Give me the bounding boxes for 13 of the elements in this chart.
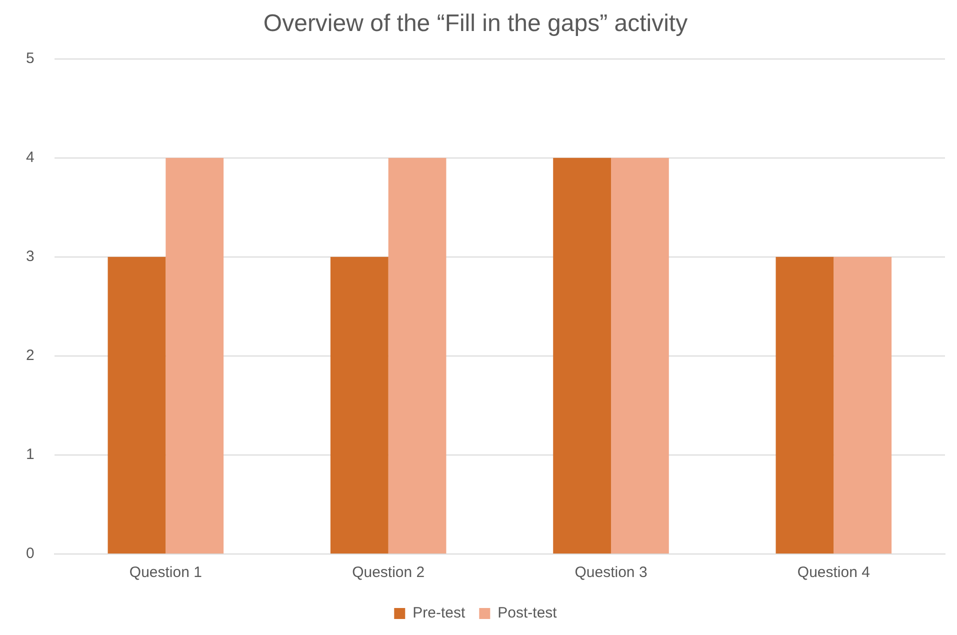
legend-label: Pre-test [412,604,466,622]
x-tick-label: Question 1 [129,564,202,582]
y-tick-label: 1 [26,446,34,464]
y-tick-label: 0 [26,545,34,562]
x-tick-label: Question 2 [352,564,425,582]
chart-title: Overview of the “Fill in the gaps” activity [263,10,688,38]
x-tick-label: Question 3 [574,564,648,582]
x-tick-label: Question 4 [797,564,870,582]
y-tick-label: 2 [26,347,34,364]
legend-label: Post-test [498,604,558,622]
y-tick-label: 4 [26,148,34,166]
y-tick-label: 3 [26,248,34,266]
y-tick-label: 5 [26,50,34,67]
